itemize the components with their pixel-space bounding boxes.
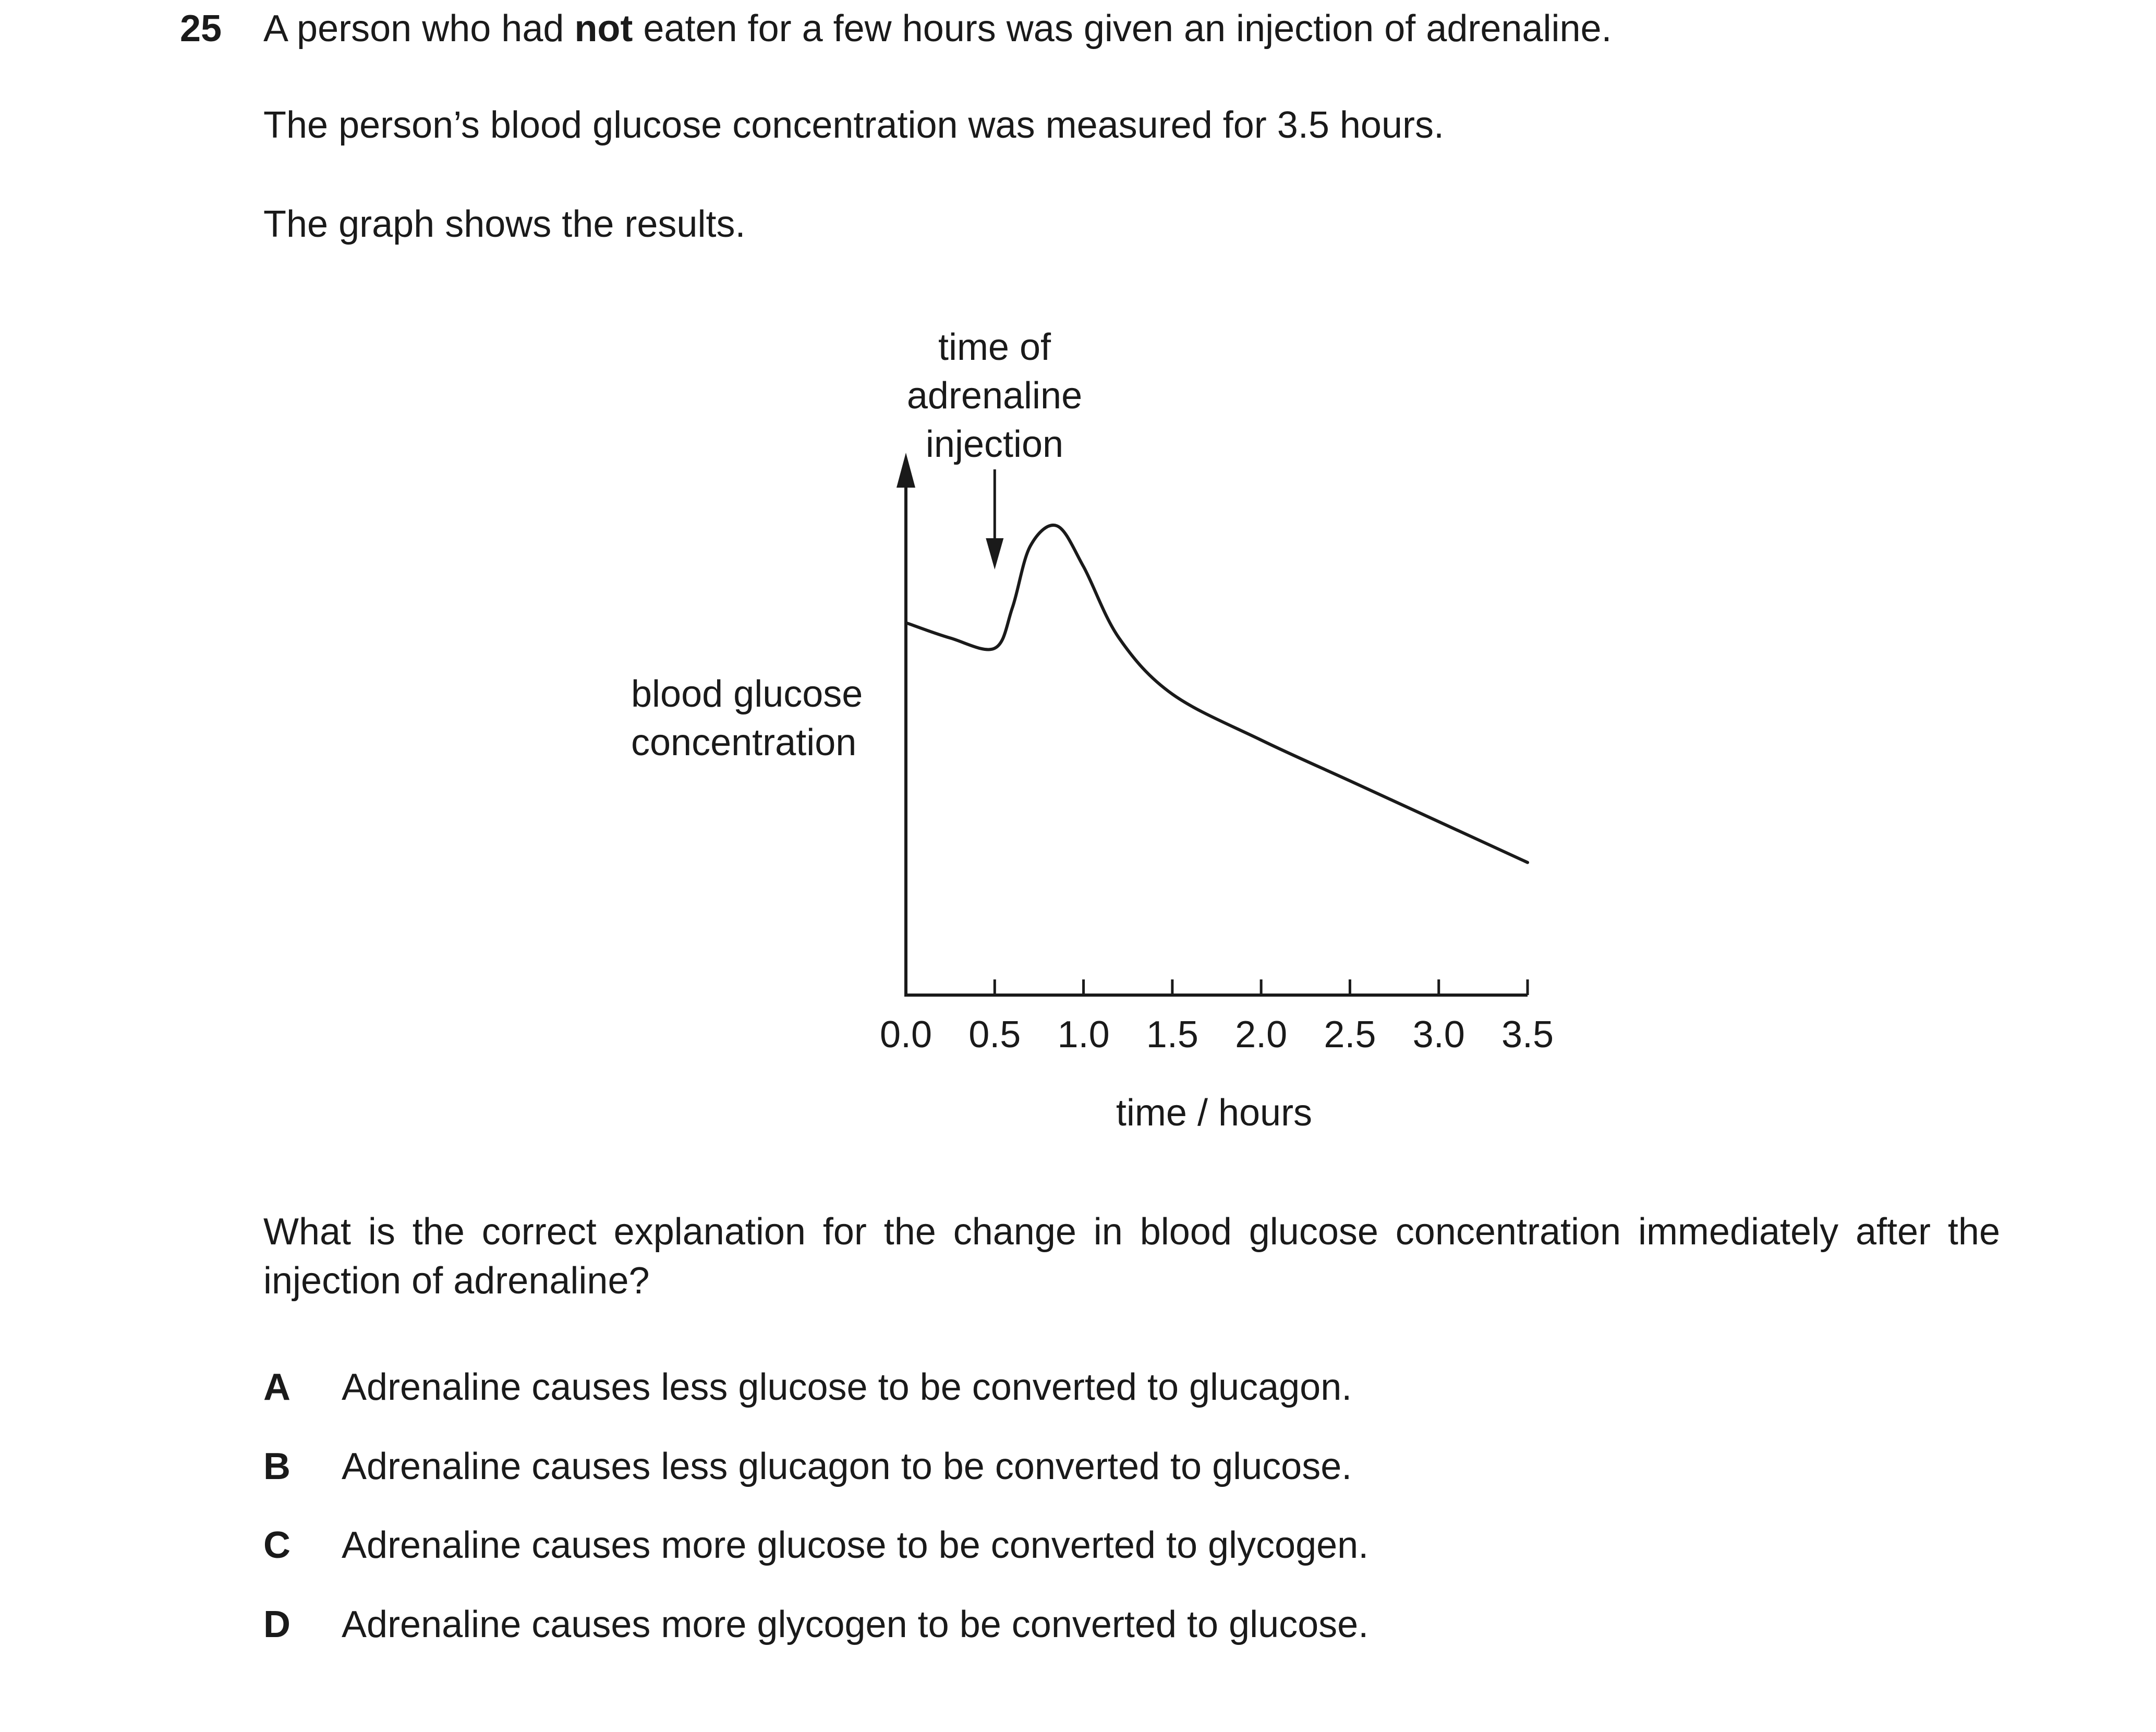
x-tick-label: 0.0 (880, 1014, 932, 1056)
y-axis-label-line-1: blood glucose (631, 673, 863, 715)
x-tick-label: 3.0 (1413, 1014, 1465, 1056)
y-axis-arrow-icon (897, 453, 915, 488)
option-c: C Adrenaline causes more glucose to be co… (263, 1522, 1368, 1569)
x-tick-label: 3.5 (1501, 1014, 1554, 1056)
option-d: D Adrenaline causes more glycogen to be c… (263, 1601, 1368, 1648)
option-a: A Adrenaline causes less glucose to be co… (263, 1364, 1352, 1411)
question-prompt: What is the correct explanation for the … (263, 1211, 2000, 1302)
annotation-arrow-icon (986, 538, 1004, 570)
question-intro: A person who had not eaten for a few hou… (263, 5, 1612, 52)
option-b: B Adrenaline causes less glucagon to be c… (263, 1443, 1352, 1490)
intro-bold-word: not (574, 8, 633, 50)
option-text: Adrenaline causes less glucagon to be co… (342, 1446, 1352, 1487)
question-graph-intro: The graph shows the results. (263, 203, 746, 245)
question-number: 25 (180, 8, 222, 50)
x-ticks-group (904, 979, 1529, 995)
intro-text-start: A person who had (263, 8, 575, 50)
annotation-line-3: injection (926, 423, 1063, 465)
x-axis-label: time / hours (1116, 1092, 1312, 1134)
option-letter: A (263, 1366, 290, 1408)
blood-glucose-chart: 0.0 0.5 1.0 1.5 2.0 2.5 3.0 3.5 time / hours bl… (631, 326, 1554, 1134)
y-axis-label-line-2: concentration (631, 722, 856, 764)
annotation-line-2: adrenaline (907, 375, 1082, 417)
option-letter: B (263, 1446, 290, 1487)
option-letter: D (263, 1604, 290, 1645)
annotation-line-1: time of (938, 326, 1051, 368)
x-tick-label: 1.0 (1058, 1014, 1110, 1056)
x-tick-label: 2.5 (1324, 1014, 1376, 1056)
option-letter: C (263, 1524, 290, 1566)
x-tick-label: 0.5 (968, 1014, 1021, 1056)
x-tick-label: 2.0 (1235, 1014, 1287, 1056)
x-tick-label: 1.5 (1146, 1014, 1198, 1056)
option-text: Adrenaline causes more glycogen to be co… (342, 1604, 1369, 1645)
intro-text-end: eaten for a few hours was given an injec… (633, 8, 1612, 50)
series-line-blood-glucose (904, 524, 1529, 864)
option-text: Adrenaline causes less glucose to be con… (342, 1366, 1352, 1408)
x-tick-labels-group: 0.0 0.5 1.0 1.5 2.0 2.5 3.0 3.5 (880, 1014, 1554, 1056)
option-text: Adrenaline causes more glucose to be con… (342, 1524, 1369, 1566)
question-measurement-text: The person’s blood glucose concentration… (263, 104, 1444, 146)
